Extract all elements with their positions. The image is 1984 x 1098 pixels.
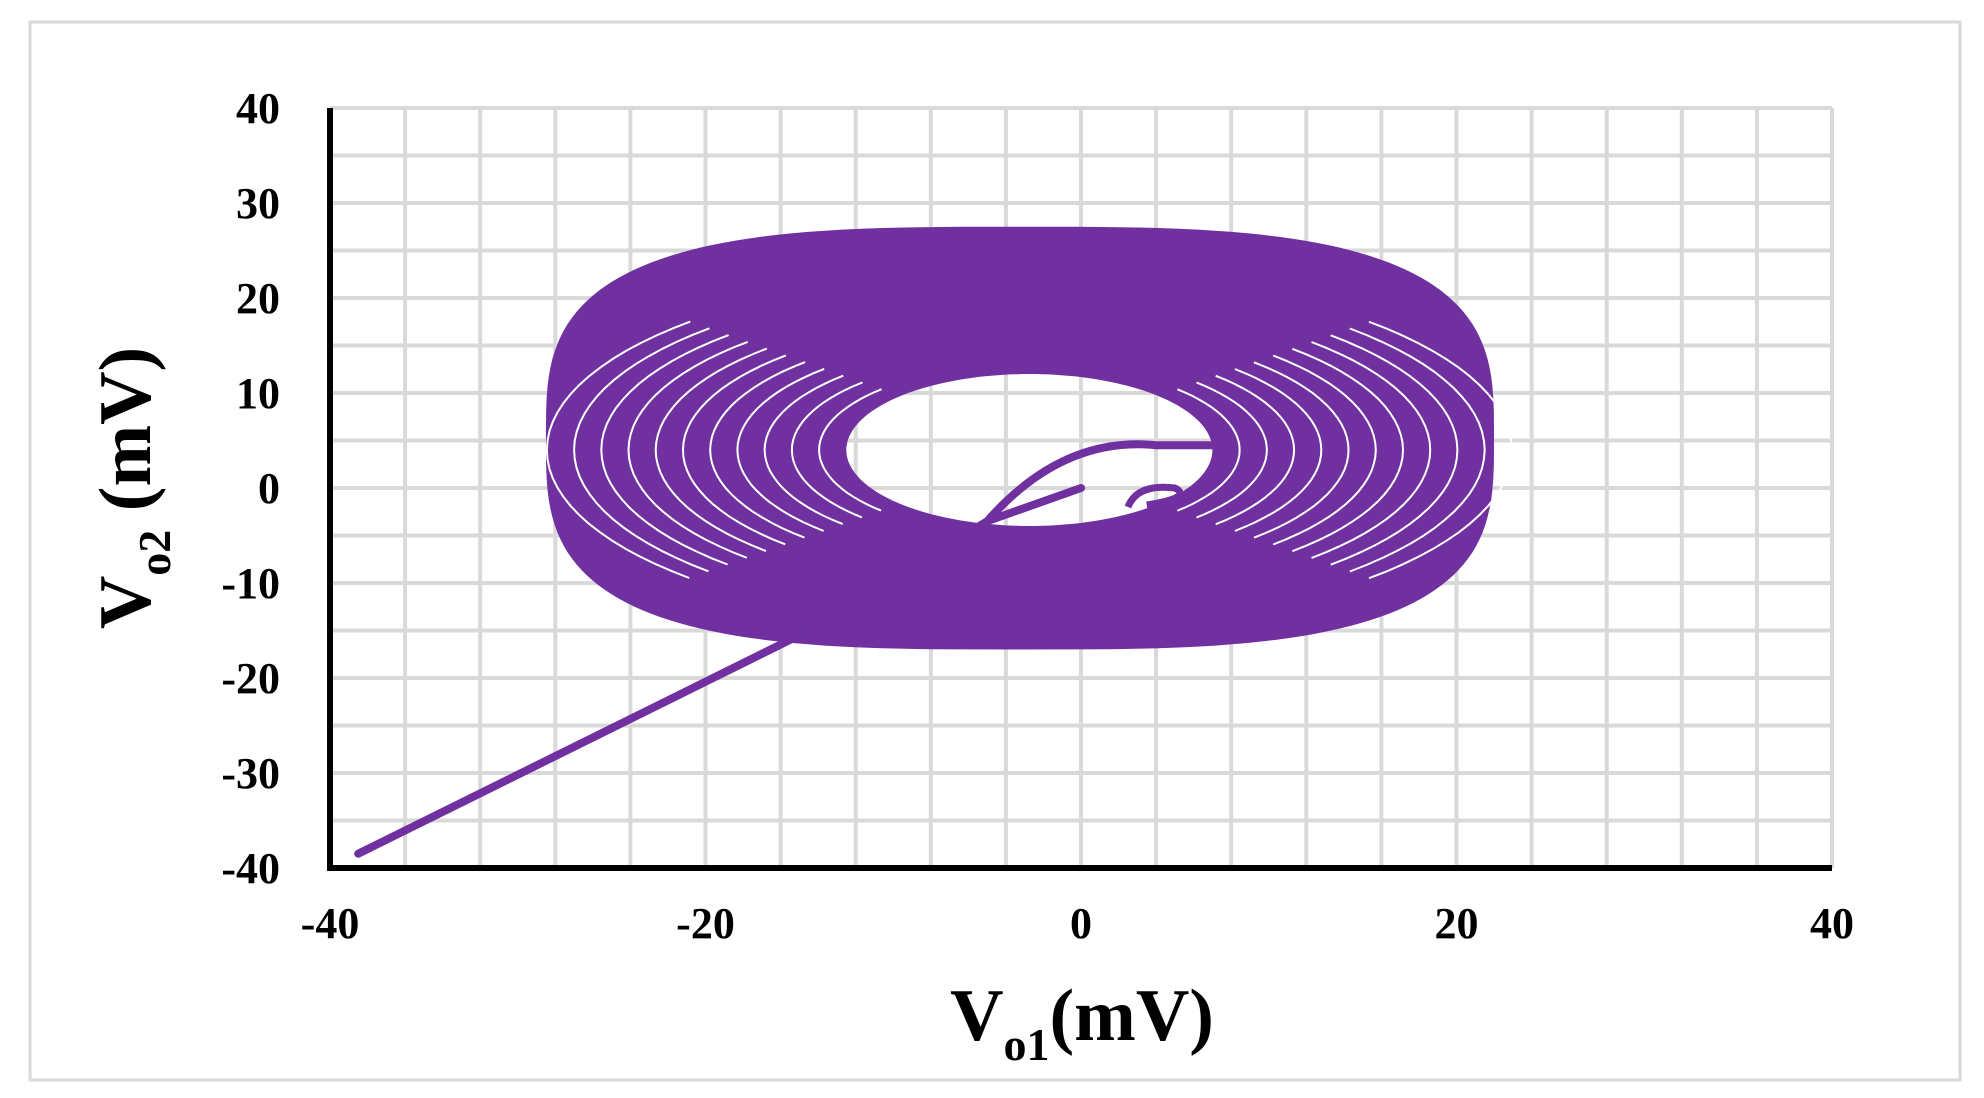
- attractor-arc: [709, 361, 806, 539]
- attractor-arc: [1311, 341, 1432, 559]
- transient-small-loop: [1124, 483, 1184, 509]
- y-axis-title: Vo2 (mV): [85, 347, 180, 629]
- attractor-arc: [1177, 388, 1241, 512]
- attractor-arc: [1253, 361, 1350, 539]
- attractor-arc: [573, 327, 710, 573]
- y-tick-label: -20: [221, 654, 280, 703]
- attractor-arc: [654, 347, 768, 553]
- x-tick-label: 20: [1435, 899, 1479, 948]
- y-tick-label: -10: [221, 559, 280, 608]
- attractor-arc: [1215, 374, 1296, 526]
- attractor-arc: [600, 334, 729, 566]
- transient-trajectory: [354, 440, 1236, 858]
- attractor-arc: [545, 320, 691, 579]
- attractor-arc: [1349, 327, 1486, 573]
- attractor-arc: [763, 374, 844, 526]
- y-tick-label: 20: [236, 274, 280, 323]
- attractor-arc: [1196, 381, 1268, 519]
- y-tick-label: 0: [258, 464, 280, 513]
- y-tick-label: -40: [221, 844, 280, 893]
- x-tick-label: -20: [676, 899, 735, 948]
- attractor-arc: [1291, 347, 1405, 553]
- y-tick-label: 40: [236, 84, 280, 133]
- attractor-arc: [790, 381, 863, 519]
- attractor-arc: [1368, 320, 1513, 580]
- y-tick-label: 10: [236, 369, 280, 418]
- attractor-inner-arcs: [545, 320, 1513, 580]
- y-tick-labels: 40 30 20 10 0 -10 -20 -30 -40: [221, 84, 280, 893]
- figure-frame: [28, 20, 1962, 1082]
- y-tick-label: -30: [221, 749, 280, 798]
- attractor-arc: [627, 340, 749, 559]
- attractor-arc: [736, 367, 825, 532]
- attractor-arc: [818, 388, 882, 512]
- x-axis-title: Vo1(mV): [950, 975, 1214, 1070]
- x-tick-label: 40: [1810, 899, 1854, 948]
- plot-area: [354, 226, 1513, 858]
- x-tick-label: -40: [301, 899, 360, 948]
- attractor-arc: [681, 354, 787, 546]
- attractor-ring: [545, 226, 1494, 650]
- x-tick-labels: -40 -20 0 20 40: [301, 899, 1854, 948]
- attractor-arc: [1272, 354, 1377, 546]
- attractor-arc: [1330, 334, 1459, 566]
- y-tick-label: 30: [236, 179, 280, 228]
- x-tick-label: 0: [1070, 899, 1092, 948]
- attractor-arc: [1234, 368, 1323, 532]
